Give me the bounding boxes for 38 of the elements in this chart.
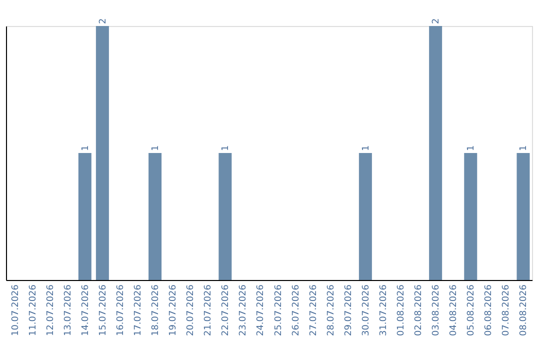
- x-tick-label: 12.07.2026: [46, 284, 56, 336]
- x-tick-label: 03.08.2026: [432, 284, 442, 336]
- x-tick-label: 16.07.2026: [116, 284, 126, 336]
- data-label: 2: [98, 18, 108, 24]
- data-label: 1: [519, 145, 530, 151]
- x-tick-label: 22.07.2026: [221, 284, 232, 336]
- data-label: 1: [151, 145, 162, 151]
- x-tick-label: 13.07.2026: [63, 284, 74, 336]
- x-tick-label: 01.08.2026: [396, 284, 406, 336]
- x-tick-label: 31.07.2026: [378, 284, 389, 336]
- x-tick-label: 08.08.2026: [519, 284, 530, 336]
- data-label: 1: [221, 145, 232, 151]
- x-tick-label: 18.07.2026: [151, 284, 162, 336]
- data-label: 2: [432, 18, 442, 24]
- x-tick-label: 10.07.2026: [10, 284, 21, 336]
- x-tick-label: 20.07.2026: [186, 284, 196, 336]
- x-tick-label: 23.07.2026: [238, 284, 249, 336]
- x-tick-label: 17.07.2026: [134, 284, 144, 336]
- data-label: 1: [361, 145, 372, 151]
- x-tick-label: 06.08.2026: [484, 284, 494, 336]
- x-tick-label: 19.07.2026: [168, 284, 179, 336]
- x-tick-label: 28.07.2026: [326, 284, 336, 336]
- x-tick-label: 26.07.2026: [291, 284, 302, 336]
- x-tick-label: 07.08.2026: [502, 284, 512, 336]
- x-tick-label: 21.07.2026: [204, 284, 214, 336]
- data-label: 1: [466, 145, 477, 151]
- x-tick-label: 25.07.2026: [274, 284, 284, 336]
- x-tick-label: 05.08.2026: [466, 284, 477, 336]
- x-tick-label: 04.08.2026: [449, 284, 460, 336]
- x-tick-label: 29.07.2026: [344, 284, 354, 336]
- data-label: 1: [80, 145, 91, 151]
- x-tick-label: 02.08.2026: [414, 284, 424, 336]
- x-tick-label: 24.07.2026: [256, 284, 266, 336]
- x-tick-label: 11.07.2026: [28, 284, 38, 336]
- x-tick-label: 27.07.2026: [308, 284, 319, 336]
- x-tick-label: 15.07.2026: [98, 284, 108, 336]
- x-tick-label: 14.07.2026: [80, 284, 91, 336]
- x-tick-label: 30.07.2026: [361, 284, 372, 336]
